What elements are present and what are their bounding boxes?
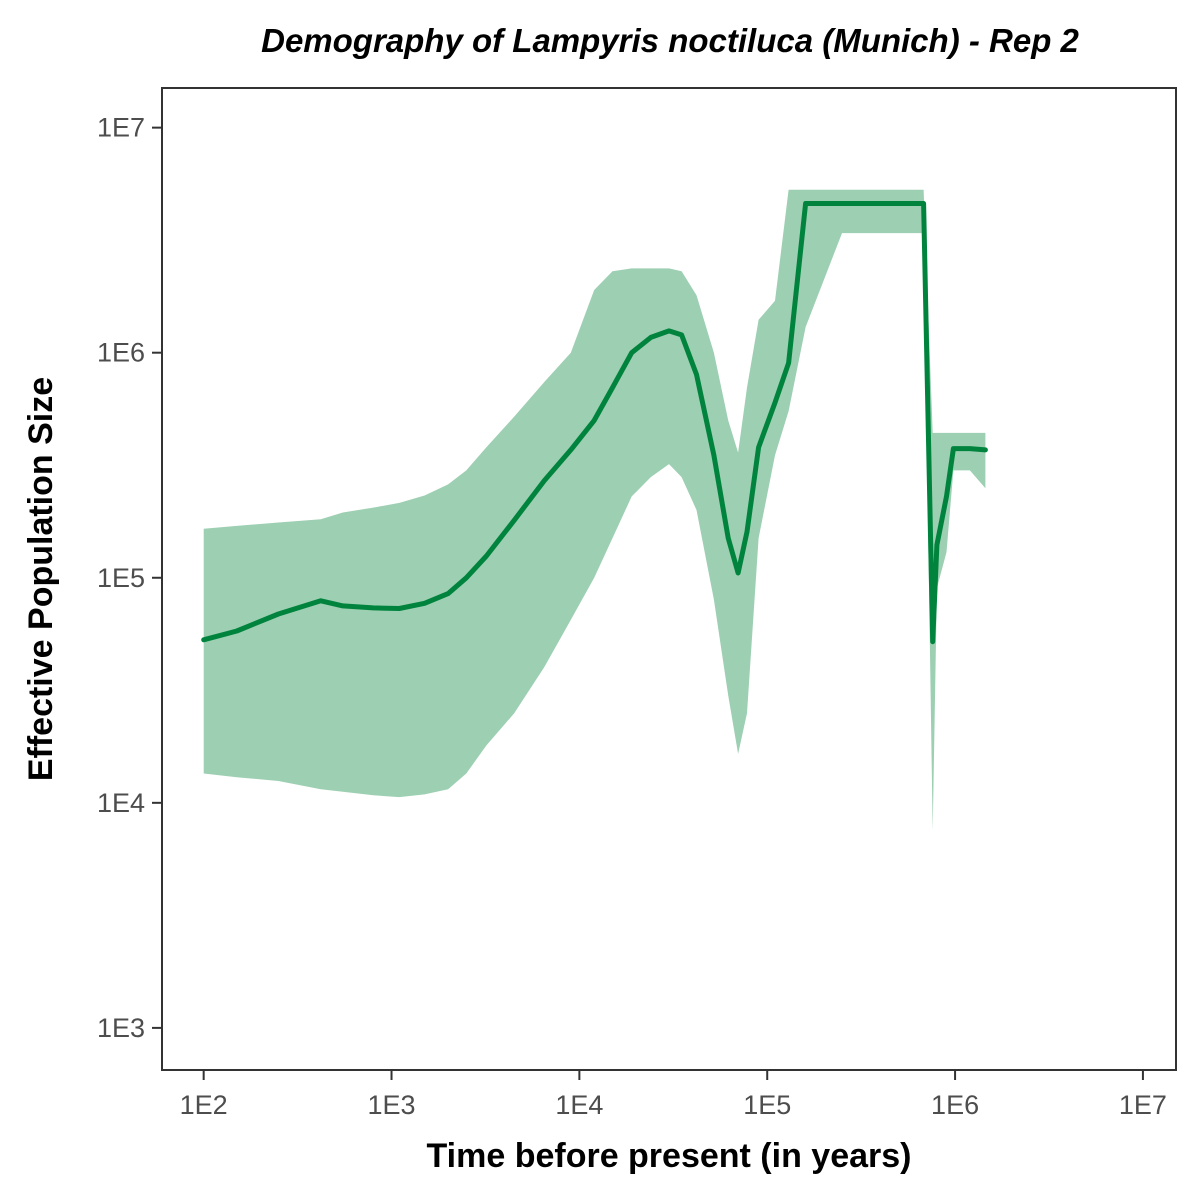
x-tick-label: 1E6 — [931, 1090, 979, 1120]
y-tick-label: 1E4 — [97, 788, 145, 818]
y-tick-label: 1E7 — [97, 113, 145, 143]
chart-title: Demography of Lampyris noctiluca (Munich… — [261, 22, 1079, 59]
y-axis-title: Effective Population Size — [22, 377, 60, 781]
y-tick-label: 1E5 — [97, 563, 145, 593]
x-tick-label: 1E4 — [555, 1090, 603, 1120]
confidence-band — [203, 189, 986, 831]
x-axis-title: Time before present (in years) — [427, 1137, 912, 1175]
plot-area — [161, 87, 1177, 1071]
x-axis: 1E2 1E3 1E4 1E5 1E6 1E7 — [180, 1070, 1167, 1120]
y-tick-label: 1E3 — [97, 1013, 145, 1043]
x-tick-label: 1E7 — [1119, 1090, 1167, 1120]
x-tick-label: 1E2 — [180, 1090, 228, 1120]
x-tick-label: 1E5 — [743, 1090, 791, 1120]
series-line — [201, 201, 988, 645]
plot-border — [161, 87, 1177, 1071]
x-tick-label: 1E3 — [368, 1090, 416, 1120]
y-axis: 1E3 1E4 1E5 1E6 1E7 — [97, 113, 162, 1043]
y-tick-label: 1E6 — [97, 338, 145, 368]
